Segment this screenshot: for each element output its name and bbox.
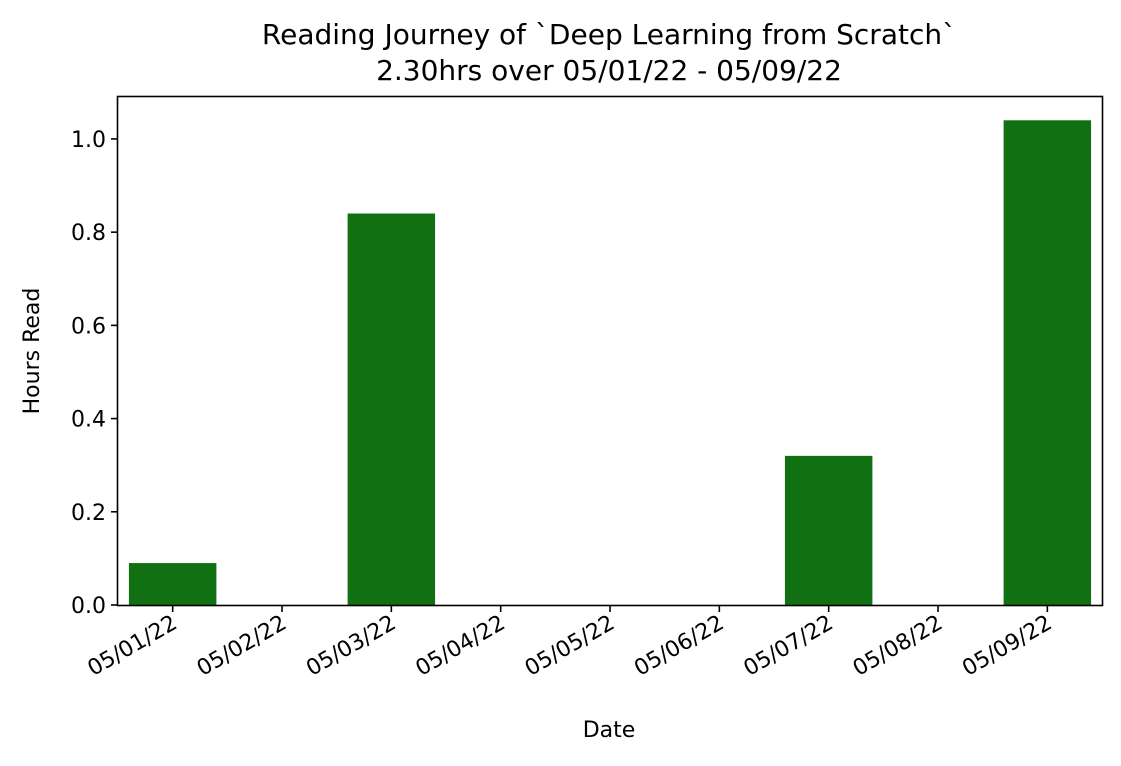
y-tick-label: 0.4 <box>71 408 106 433</box>
y-tick-label: 0.6 <box>71 314 106 339</box>
y-axis-label: Hours Read <box>20 288 45 415</box>
chart-title: Reading Journey of `Deep Learning from S… <box>262 18 956 51</box>
x-tick-label: 05/08/22 <box>849 611 947 682</box>
x-tick-label: 05/03/22 <box>302 611 400 682</box>
chart-subtitle: 2.30hrs over 05/01/22 - 05/09/22 <box>376 54 842 87</box>
bar-05-03-22 <box>347 213 436 605</box>
x-tick-label: 05/05/22 <box>521 611 619 682</box>
y-tick-label: 0.8 <box>71 221 106 246</box>
x-tick-label: 05/01/22 <box>84 611 182 682</box>
x-tick-label: 05/04/22 <box>412 611 510 682</box>
x-axis-label: Date <box>583 718 636 743</box>
x-tick-label: 05/06/22 <box>630 611 728 682</box>
bars-group <box>128 120 1092 606</box>
y-tick-label: 0.0 <box>71 594 106 619</box>
bar-05-07-22 <box>784 455 873 605</box>
y-tick-label: 0.2 <box>71 501 106 526</box>
x-axis: 05/01/22 05/02/22 05/03/22 05/04/22 05/05/22… <box>84 605 1056 682</box>
plot-frame <box>116 95 1104 607</box>
x-tick-label: 05/02/22 <box>193 611 291 682</box>
y-tick-label: 1.0 <box>71 128 106 153</box>
y-axis: 0.0 0.2 0.4 0.6 0.8 1.0 <box>71 128 118 619</box>
bar-05-09-22 <box>1003 120 1092 606</box>
bar-05-01-22 <box>128 563 217 605</box>
x-tick-label: 05/07/22 <box>740 611 838 682</box>
x-tick-label: 05/09/22 <box>958 611 1056 682</box>
